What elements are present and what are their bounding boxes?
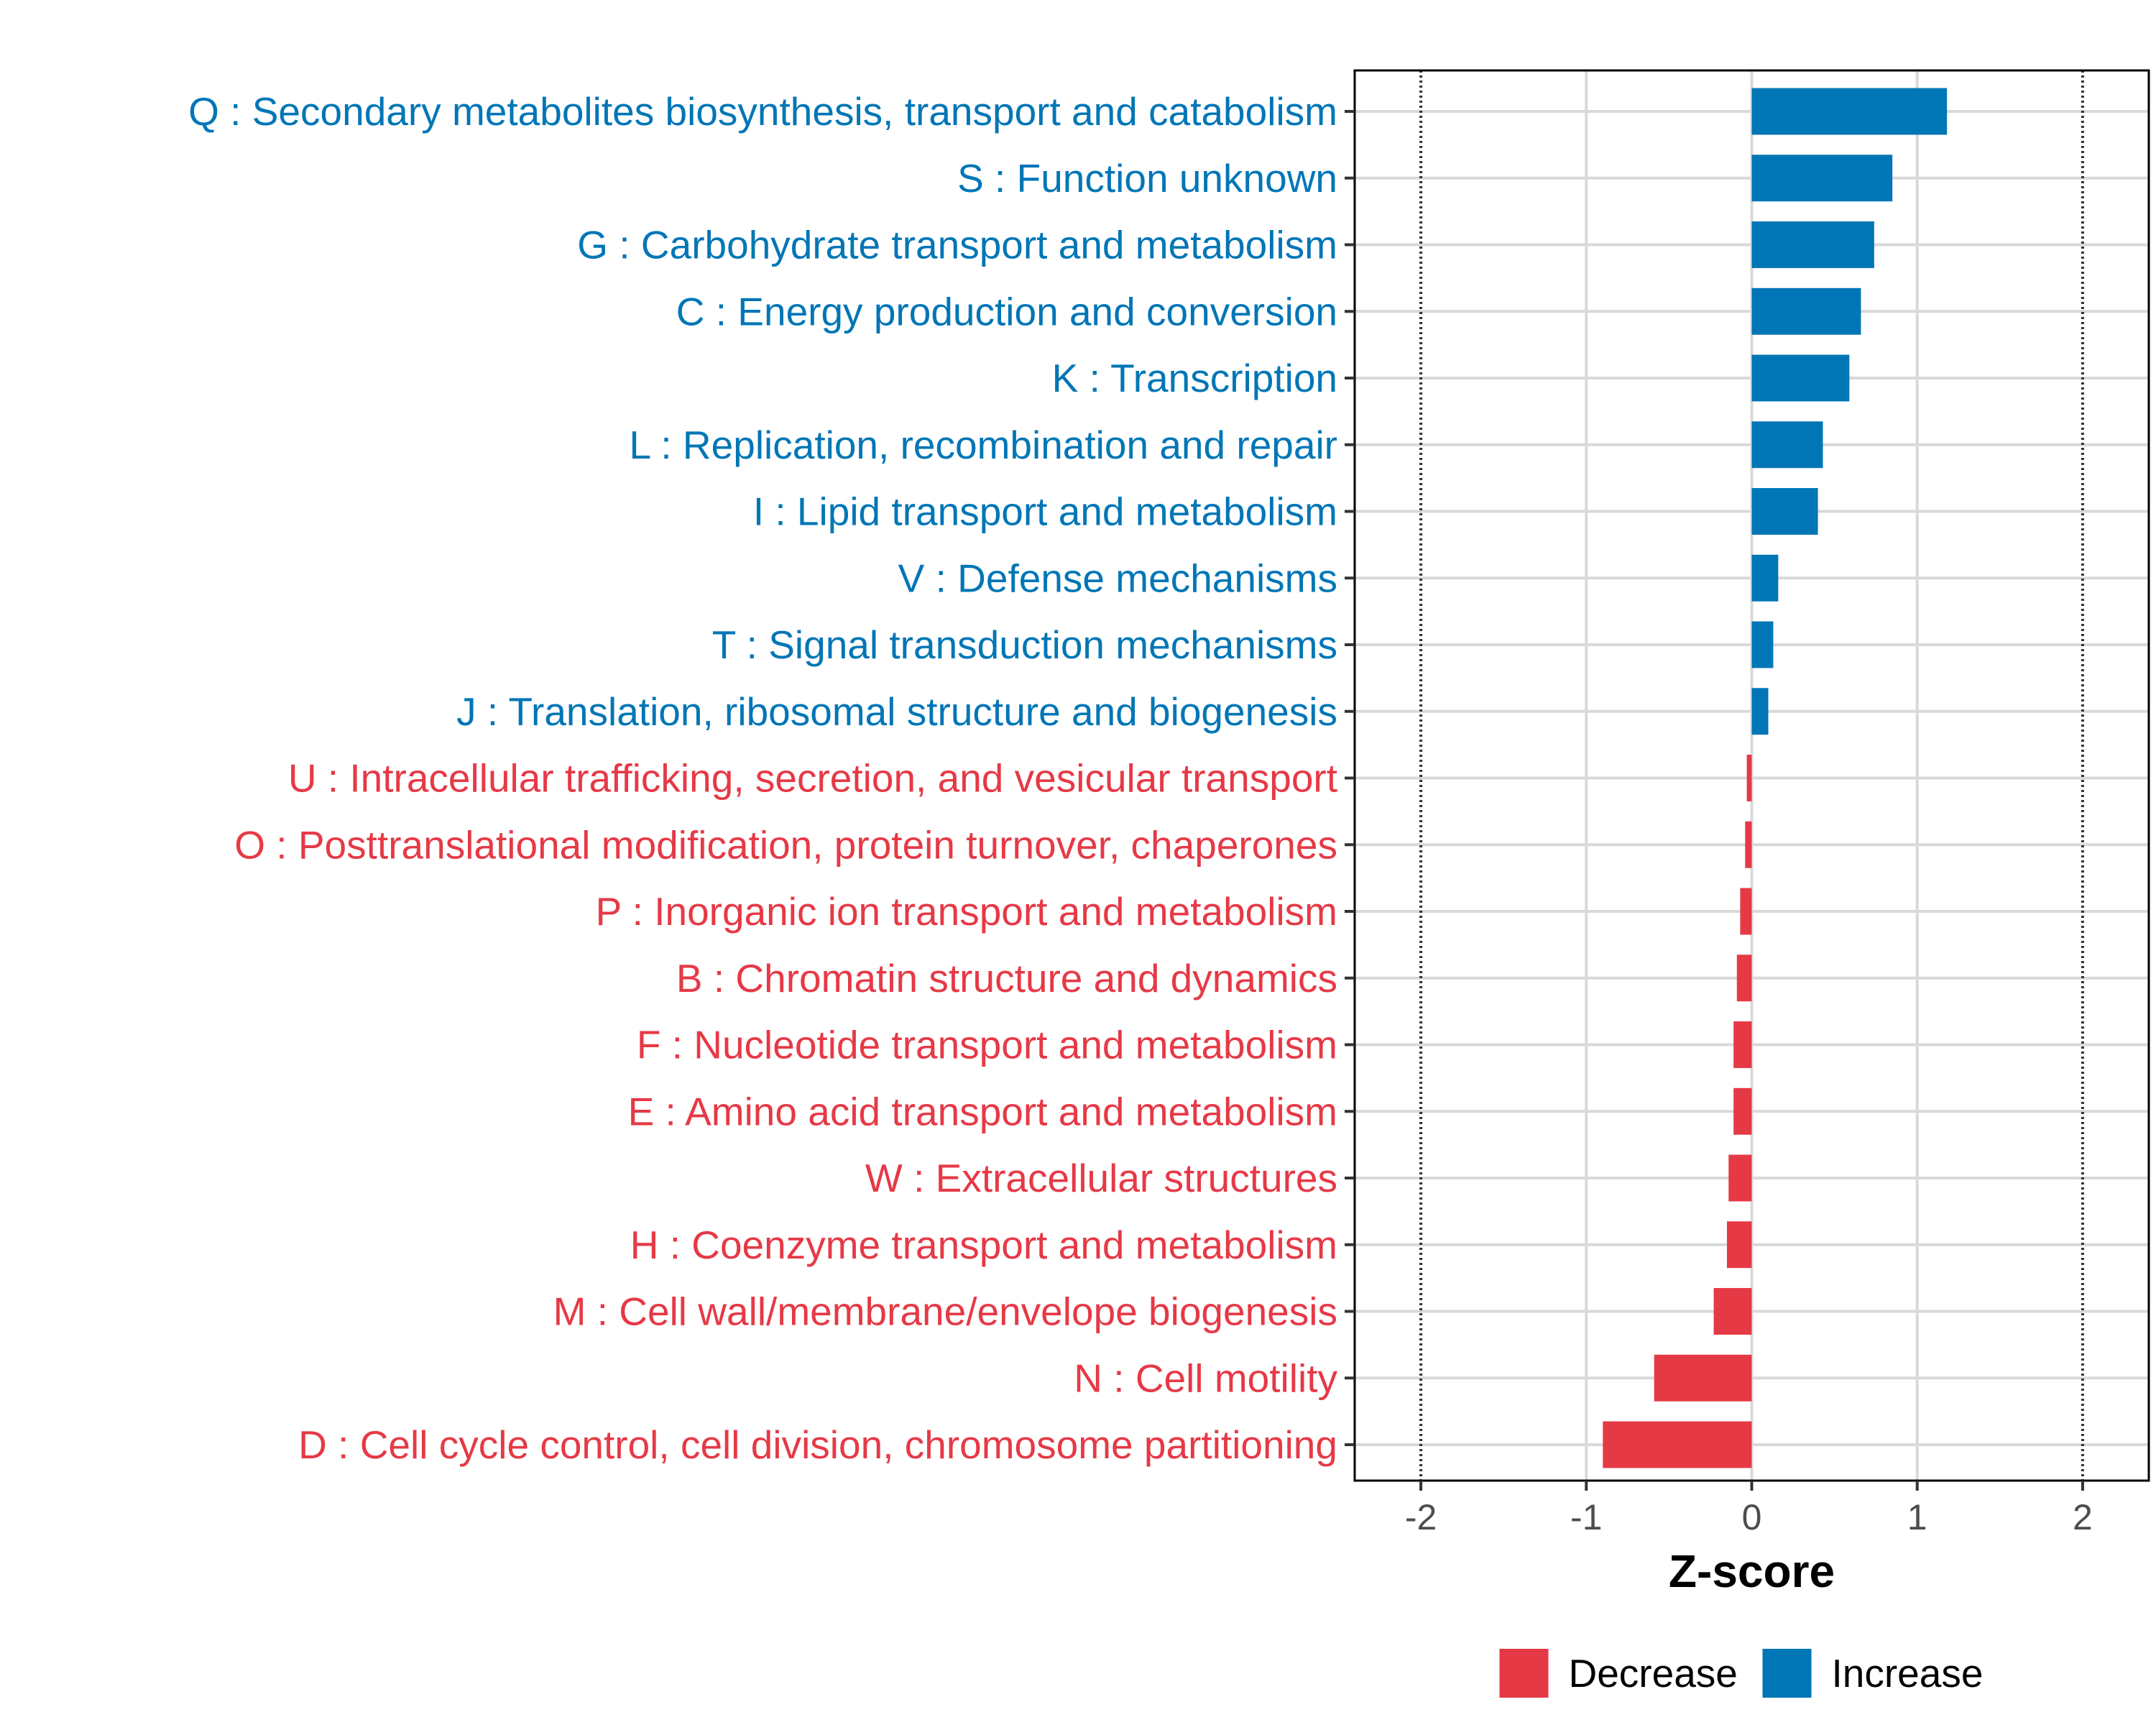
category-label: V : Defense mechanisms [898, 556, 1337, 600]
legend-label-increase: Increase [1832, 1651, 1984, 1696]
category-label: H : Coenzyme transport and metabolism [630, 1223, 1337, 1267]
x-axis-ticks: -2 -1 0 1 2 [1405, 1481, 2093, 1537]
bar-decrease [1733, 1021, 1752, 1068]
bar-increase [1751, 155, 1893, 202]
y-axis-ticks [1345, 110, 1355, 1446]
bar-decrease [1740, 888, 1752, 935]
bar-decrease [1736, 954, 1752, 1002]
legend-label-decrease: Decrease [1569, 1651, 1738, 1696]
x-tick-label: -2 [1405, 1497, 1437, 1537]
bar-increase [1751, 421, 1823, 469]
bar-decrease [1728, 1154, 1752, 1202]
category-label: E : Amino acid transport and metabolism [628, 1089, 1337, 1133]
category-label: K : Transcription [1052, 356, 1337, 400]
bar-increase [1751, 354, 1850, 402]
y-axis-labels: Q : Secondary metabolites biosynthesis, … [188, 89, 1337, 1467]
bar-increase [1751, 288, 1861, 335]
category-label: T : Signal transduction mechanisms [712, 622, 1337, 667]
category-label: Q : Secondary metabolites biosynthesis, … [188, 89, 1337, 134]
category-label: S : Function unknown [957, 156, 1337, 201]
category-label: D : Cell cycle control, cell division, c… [298, 1422, 1337, 1467]
category-label: U : Intracellular trafficking, secretion… [288, 756, 1337, 801]
x-tick-label: -1 [1570, 1497, 1602, 1537]
x-axis-title: Z-score [1669, 1545, 1835, 1597]
category-label: N : Cell motility [1074, 1356, 1337, 1400]
category-label: B : Chromatin structure and dynamics [676, 956, 1337, 1000]
legend: Decrease Increase [1499, 1649, 1984, 1698]
bar-decrease [1746, 755, 1752, 801]
category-label: C : Energy production and conversion [676, 289, 1337, 334]
category-label: I : Lipid transport and metabolism [753, 489, 1337, 534]
bar-increase [1751, 554, 1779, 602]
category-label: O : Posttranslational modification, prot… [234, 822, 1337, 867]
x-tick-label: 0 [1742, 1497, 1762, 1537]
category-label: L : Replication, recombination and repai… [630, 423, 1337, 467]
bar-increase [1751, 488, 1818, 535]
category-label: W : Extracellular structures [865, 1156, 1337, 1200]
bar-decrease [1733, 1087, 1752, 1135]
category-label: P : Inorganic ion transport and metaboli… [596, 889, 1337, 934]
category-label: M : Cell wall/membrane/envelope biogenes… [553, 1289, 1337, 1334]
category-label: F : Nucleotide transport and metabolism [637, 1023, 1337, 1067]
bar-decrease [1654, 1354, 1752, 1402]
bar-increase [1751, 621, 1774, 668]
x-tick-label: 2 [2073, 1497, 2093, 1537]
bar-decrease [1745, 821, 1752, 868]
category-label: G : Carbohydrate transport and metabolis… [577, 223, 1337, 267]
x-tick-label: 1 [1907, 1497, 1927, 1537]
legend-swatch-increase [1762, 1649, 1812, 1698]
bars [1603, 88, 1948, 1468]
bar-increase [1751, 688, 1769, 735]
legend-swatch-decrease [1499, 1649, 1549, 1698]
bar-increase [1751, 221, 1874, 268]
bar-decrease [1603, 1421, 1752, 1468]
bar-decrease [1726, 1221, 1752, 1269]
bar-increase [1751, 88, 1948, 135]
category-label: J : Translation, ribosomal structure and… [456, 689, 1337, 734]
bar-decrease [1713, 1288, 1752, 1335]
